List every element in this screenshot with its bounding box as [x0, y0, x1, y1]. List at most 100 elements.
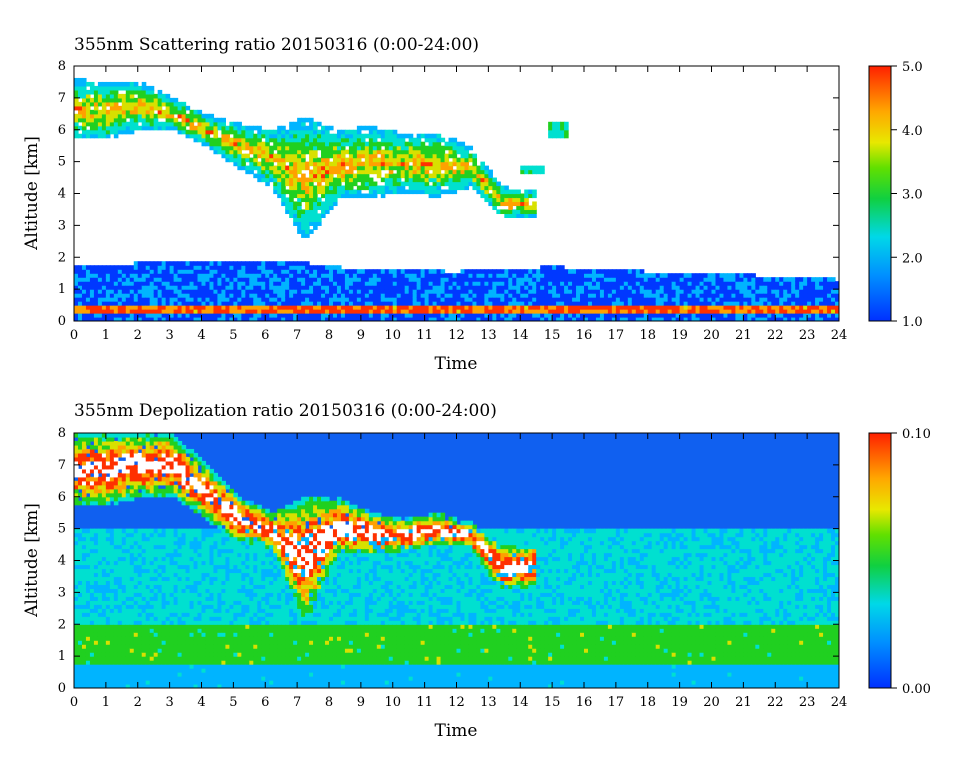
heatmap-cell — [823, 305, 828, 310]
heatmap-cell — [384, 281, 390, 286]
heatmap-cell — [368, 137, 374, 143]
heatmap-cell — [317, 213, 322, 218]
heatmap-cell — [173, 313, 179, 318]
heatmap-cell — [384, 145, 390, 151]
heatmap-cell — [77, 640, 83, 645]
heatmap-cell — [599, 297, 605, 302]
heatmap-cell — [129, 624, 135, 629]
heatmap-cell — [404, 157, 410, 163]
heatmap-cell — [257, 309, 262, 314]
heatmap-cell — [759, 277, 764, 282]
heatmap-cell — [372, 181, 378, 187]
heatmap-cell — [117, 608, 123, 613]
heatmap-cell — [205, 281, 211, 286]
heatmap-cell — [257, 289, 262, 294]
heatmap-cell — [101, 532, 107, 538]
heatmap-cell — [325, 141, 330, 147]
heatmap-cell — [755, 297, 760, 302]
heatmap-cell — [400, 165, 406, 171]
heatmap-cell — [464, 317, 470, 321]
heatmap-cell — [791, 281, 796, 286]
heatmap-cell — [791, 317, 796, 321]
heatmap-cell — [193, 117, 199, 123]
heatmap-cell — [655, 309, 661, 314]
heatmap-cell — [305, 277, 310, 282]
heatmap-cell — [129, 580, 135, 585]
heatmap-cell — [416, 273, 422, 278]
heatmap-cell — [329, 137, 334, 143]
heatmap-cell — [77, 81, 83, 87]
heatmap-cell — [125, 97, 131, 103]
heatmap-cell — [261, 277, 266, 282]
heatmap-cell — [301, 313, 306, 318]
heatmap-cell — [528, 297, 533, 302]
heatmap-cell — [831, 297, 836, 302]
heatmap-cell — [213, 301, 219, 306]
heatmap-cell — [113, 604, 119, 609]
heatmap-cell — [145, 93, 151, 99]
heatmap-cell — [440, 293, 446, 298]
heatmap-cell — [743, 293, 748, 298]
heatmap-cell — [568, 317, 573, 321]
heatmap-cell — [137, 313, 143, 318]
heatmap-cell — [348, 189, 354, 195]
heatmap-cell — [101, 313, 107, 318]
heatmap-cell — [221, 269, 226, 274]
heatmap-cell — [619, 269, 625, 274]
heatmap-cell — [89, 456, 95, 462]
heatmap-cell — [185, 261, 191, 266]
heatmap-cell — [117, 448, 123, 454]
heatmap-cell — [747, 309, 752, 314]
heatmap-cell — [360, 193, 366, 199]
heatmap-cell — [703, 297, 709, 302]
heatmap-cell — [332, 193, 338, 199]
heatmap-cell — [233, 317, 238, 321]
heatmap-cell — [133, 277, 139, 282]
heatmap-cell — [153, 261, 159, 266]
heatmap-cell — [145, 317, 151, 321]
heatmap-cell — [233, 293, 238, 298]
heatmap-cell — [424, 285, 430, 290]
heatmap-cell — [97, 464, 103, 470]
heatmap-cell — [436, 133, 442, 139]
heatmap-cell — [655, 289, 661, 294]
heatmap-cell — [121, 313, 127, 318]
heatmap-cell — [671, 281, 677, 286]
heatmap-cell — [476, 313, 481, 318]
heatmap-cell — [97, 488, 103, 494]
heatmap-cell — [89, 656, 95, 661]
heatmap-cell — [532, 317, 537, 321]
heatmap-cell — [229, 261, 234, 266]
heatmap-cell — [74, 572, 79, 578]
heatmap-cell — [233, 125, 238, 131]
heatmap-cell — [233, 161, 238, 167]
heatmap-cell — [81, 656, 87, 661]
heatmap-cell — [201, 113, 207, 119]
heatmap-cell — [376, 145, 382, 151]
heatmap-cell — [321, 317, 326, 321]
heatmap-cell — [74, 676, 79, 681]
heatmap-cell — [289, 317, 294, 321]
heatmap-cell — [141, 117, 147, 123]
heatmap-cell — [595, 313, 601, 318]
heatmap-cell — [269, 129, 274, 135]
heatmap-cell — [572, 297, 577, 302]
heatmap-cell — [281, 289, 286, 294]
heatmap-cell — [74, 121, 79, 127]
heatmap-cell — [815, 305, 820, 310]
heatmap-cell — [424, 277, 430, 282]
heatmap-cell — [679, 273, 685, 278]
x-tick-label: 18 — [639, 328, 656, 343]
heatmap-cell — [261, 269, 266, 274]
heatmap-cell — [504, 273, 509, 278]
heatmap-cell — [679, 317, 685, 321]
heatmap-cell — [325, 125, 330, 131]
heatmap-cell — [492, 193, 497, 199]
heatmap-cell — [655, 273, 661, 278]
heatmap-cell — [257, 297, 262, 302]
heatmap-cell — [205, 293, 211, 298]
heatmap-cell — [372, 281, 378, 286]
heatmap-cell — [416, 281, 422, 286]
heatmap-cell — [528, 301, 533, 306]
heatmap-cell — [113, 468, 119, 474]
